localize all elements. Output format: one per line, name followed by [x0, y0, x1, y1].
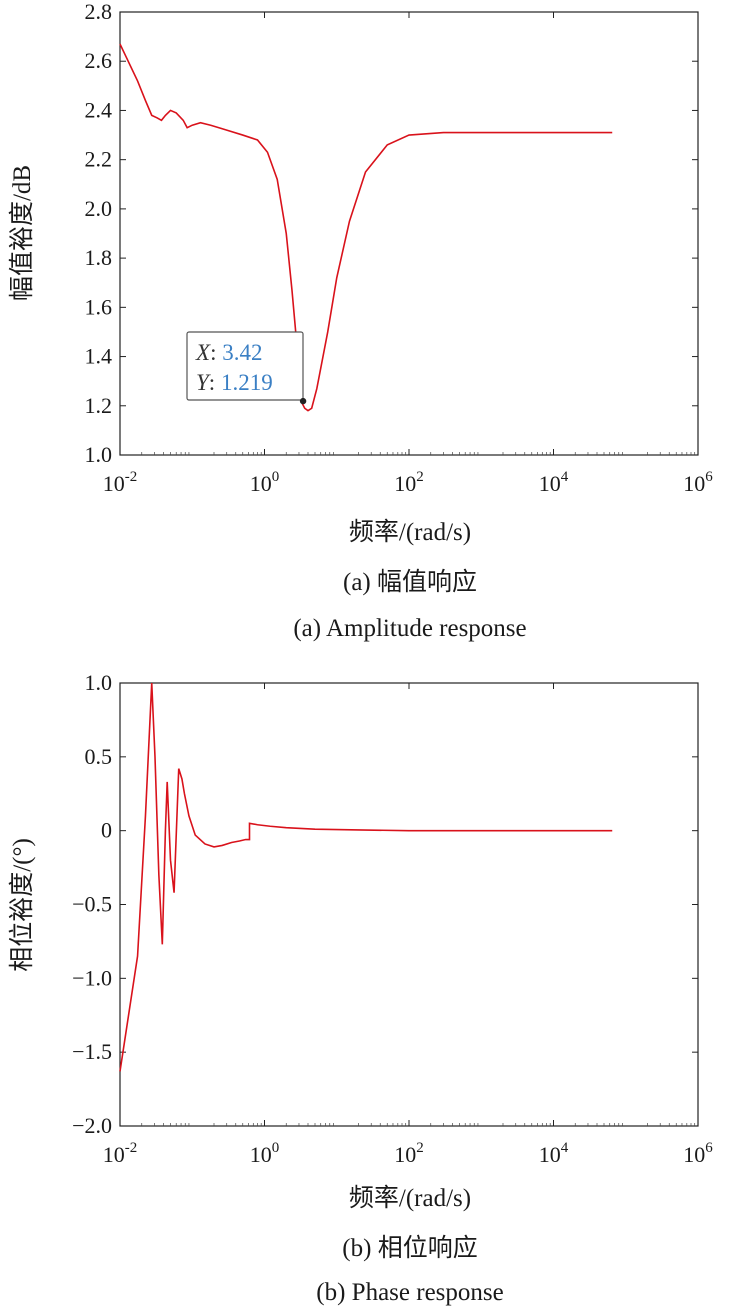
y-tick-label: 1.4: [85, 344, 113, 369]
x-tick-label: 100: [250, 1140, 280, 1167]
x-tick-exponent: 0: [272, 469, 280, 485]
y-tick-label: 1.8: [85, 245, 113, 270]
y-axis-ticks: 1.0 1.2 1.4 1.6 1.8 2.0 2.2 2.4 2.6 2.8: [85, 0, 698, 467]
x-axis-label: 频率/(rad/s): [349, 1184, 471, 1212]
data-tip-y-key: Y: [196, 370, 211, 395]
x-tick-exponent: 4: [561, 469, 569, 485]
x-tick-label: 106: [683, 1140, 713, 1167]
y-tick-label: −1.0: [72, 965, 112, 990]
x-tick-exponent: -2: [125, 1140, 138, 1156]
x-tick-label: 10-2: [103, 1140, 138, 1167]
x-tick-label: 10-2: [103, 469, 138, 496]
x-tick-base: 10: [250, 471, 272, 496]
x-tick-exponent: 2: [416, 469, 424, 485]
data-tip-y-row: Y: 1.219: [196, 370, 273, 395]
caption-cn: (a) 幅值响应: [343, 568, 477, 596]
y-axis-label: 幅值裕度/dB: [8, 165, 36, 301]
x-tick-label: 102: [394, 1140, 424, 1167]
phase-chart: −2.0−1.5−1.0−0.500.51.0 10-2 100 102 104 106…: [8, 670, 713, 1306]
y-tick-label: 1.0: [85, 670, 113, 695]
y-tick-label: 0.5: [85, 744, 113, 769]
x-tick-base: 10: [394, 471, 416, 496]
y-tick-label: −0.5: [72, 892, 112, 917]
y-axis-ticks: −2.0 −1.5 −1.0 −0.5 0 0.5 1.0: [72, 670, 698, 1138]
data-tip: X: 3.42 Y: 1.219: [186, 331, 307, 405]
y-tick-label: −2.0: [72, 1113, 112, 1138]
x-tick-label: 106: [683, 469, 713, 496]
x-tick-base: 10: [539, 471, 561, 496]
x-axis-ticks: 10-2 100 102 104 106: [103, 683, 713, 1167]
x-axis-label: 频率/(rad/s): [349, 518, 471, 546]
y-tick-label: 1.0: [85, 442, 113, 467]
caption-en: (b) Phase response: [316, 1279, 503, 1306]
x-tick-base: 10: [250, 1142, 272, 1167]
y-tick-label: 0: [101, 818, 112, 843]
y-tick-label: −1.5: [72, 1039, 112, 1064]
x-tick-base: 10: [103, 1142, 125, 1167]
x-tick-exponent: 6: [705, 469, 713, 485]
x-tick-exponent: 4: [561, 1140, 569, 1156]
x-tick-exponent: 2: [416, 1140, 424, 1156]
x-axis-ticks: 10-2 100 102 104 106: [103, 12, 713, 496]
data-tip-x-key: X: [195, 340, 211, 365]
x-tick-base: 10: [539, 1142, 561, 1167]
caption-cn: (b) 相位响应: [342, 1234, 477, 1262]
x-tick-base: 10: [103, 471, 125, 496]
amplitude-chart: 1.01.21.41.61.82.02.22.42.62.8 10-2 100 10…: [8, 0, 713, 642]
phase-series-line: [119, 682, 613, 1072]
data-tip-x-colon: :: [210, 340, 222, 365]
data-tip-x-value: 3.42: [222, 340, 262, 365]
data-tip-y-value: 1.219: [221, 370, 273, 395]
plot-area-frame: [119, 682, 699, 1127]
x-tick-label: 104: [539, 1140, 569, 1167]
y-tick-label: 2.6: [85, 48, 113, 73]
data-tip-box: [186, 331, 304, 401]
y-axis-label: 相位裕度/(°): [8, 838, 36, 972]
y-tick-label: 2.8: [85, 0, 113, 24]
x-tick-label: 100: [250, 469, 280, 496]
y-tick-label: 1.6: [85, 294, 113, 319]
x-tick-exponent: 6: [705, 1140, 713, 1156]
data-tip-marker: [299, 397, 307, 405]
data-tip-y-colon: :: [209, 370, 221, 395]
amplitude-series-line: [119, 43, 613, 412]
x-tick-exponent: 0: [272, 1140, 280, 1156]
x-tick-base: 10: [683, 471, 705, 496]
y-tick-label: 2.2: [85, 147, 113, 172]
x-tick-label: 104: [539, 469, 569, 496]
x-tick-exponent: -2: [125, 469, 138, 485]
y-tick-label: 2.4: [85, 97, 113, 122]
x-tick-base: 10: [683, 1142, 705, 1167]
x-tick-label: 102: [394, 469, 424, 496]
y-tick-label: 1.2: [85, 393, 113, 418]
data-tip-x-row: X: 3.42: [195, 340, 262, 365]
caption-en: (a) Amplitude response: [293, 615, 526, 642]
y-tick-label: 2.0: [85, 196, 113, 221]
x-tick-base: 10: [394, 1142, 416, 1167]
